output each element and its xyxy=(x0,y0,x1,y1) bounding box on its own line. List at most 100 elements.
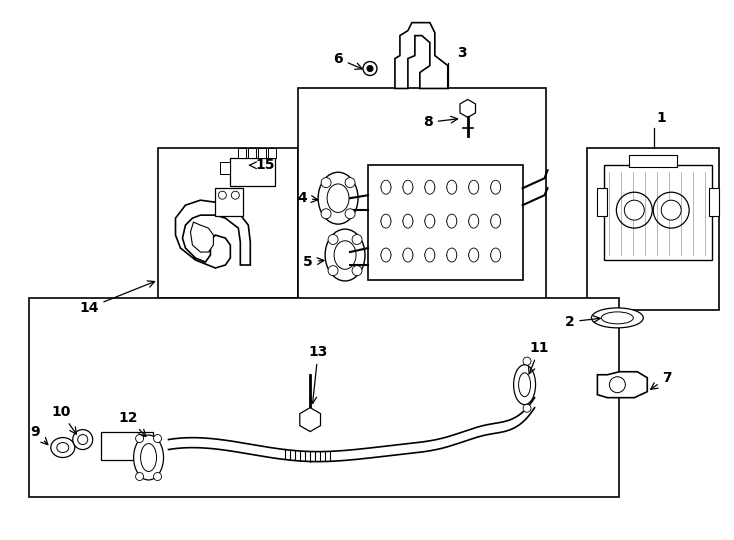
Text: 15: 15 xyxy=(250,158,275,172)
Ellipse shape xyxy=(381,214,391,228)
Circle shape xyxy=(425,216,435,226)
Bar xyxy=(158,148,298,298)
Circle shape xyxy=(523,357,531,365)
Ellipse shape xyxy=(469,248,479,262)
Circle shape xyxy=(491,216,501,226)
Text: 8: 8 xyxy=(423,116,457,130)
Bar xyxy=(709,188,719,216)
Text: 2: 2 xyxy=(564,315,600,329)
Ellipse shape xyxy=(447,180,457,194)
Text: 7: 7 xyxy=(651,371,672,389)
Circle shape xyxy=(345,178,355,187)
Circle shape xyxy=(153,435,161,442)
Ellipse shape xyxy=(403,248,413,262)
Circle shape xyxy=(231,191,239,199)
Bar xyxy=(597,188,607,216)
Circle shape xyxy=(491,182,501,192)
Circle shape xyxy=(491,250,501,260)
Circle shape xyxy=(153,472,161,481)
Bar xyxy=(101,431,153,460)
Polygon shape xyxy=(175,200,250,268)
Text: 9: 9 xyxy=(30,424,48,444)
Bar xyxy=(268,148,276,158)
Polygon shape xyxy=(299,408,321,431)
Text: 14: 14 xyxy=(79,281,155,315)
Text: 13: 13 xyxy=(308,345,328,403)
Text: 5: 5 xyxy=(303,255,324,269)
Polygon shape xyxy=(395,23,448,89)
Circle shape xyxy=(625,200,644,220)
Ellipse shape xyxy=(601,312,633,324)
Circle shape xyxy=(136,472,144,481)
Bar xyxy=(629,156,677,167)
Ellipse shape xyxy=(425,214,435,228)
Ellipse shape xyxy=(469,180,479,194)
Ellipse shape xyxy=(325,229,365,281)
Text: 12: 12 xyxy=(119,410,146,436)
Ellipse shape xyxy=(57,443,69,453)
Circle shape xyxy=(425,250,435,260)
Bar xyxy=(239,148,247,158)
Circle shape xyxy=(73,430,92,449)
Circle shape xyxy=(219,191,226,199)
Text: 10: 10 xyxy=(51,404,76,434)
Text: 11: 11 xyxy=(528,341,549,374)
Bar xyxy=(258,148,266,158)
Circle shape xyxy=(523,404,531,412)
Circle shape xyxy=(321,178,331,187)
Bar xyxy=(29,298,619,497)
Ellipse shape xyxy=(447,248,457,262)
Ellipse shape xyxy=(491,180,501,194)
Circle shape xyxy=(363,62,377,76)
Circle shape xyxy=(425,182,435,192)
Text: 3: 3 xyxy=(457,45,467,59)
Circle shape xyxy=(661,200,681,220)
Ellipse shape xyxy=(425,248,435,262)
Ellipse shape xyxy=(134,435,164,480)
Ellipse shape xyxy=(318,172,358,224)
Ellipse shape xyxy=(519,373,531,397)
Circle shape xyxy=(447,216,457,226)
Ellipse shape xyxy=(514,364,536,404)
Ellipse shape xyxy=(381,180,391,194)
Circle shape xyxy=(469,182,479,192)
Ellipse shape xyxy=(51,437,75,457)
Bar xyxy=(215,188,243,216)
Circle shape xyxy=(403,216,413,226)
Bar xyxy=(368,165,523,280)
Ellipse shape xyxy=(403,180,413,194)
Circle shape xyxy=(78,435,88,444)
Ellipse shape xyxy=(327,184,349,212)
Circle shape xyxy=(447,250,457,260)
Ellipse shape xyxy=(403,214,413,228)
Circle shape xyxy=(617,192,653,228)
Bar xyxy=(587,148,719,310)
Bar xyxy=(230,158,275,186)
Circle shape xyxy=(345,209,355,219)
Ellipse shape xyxy=(447,214,457,228)
Ellipse shape xyxy=(469,214,479,228)
Circle shape xyxy=(367,65,373,71)
Ellipse shape xyxy=(334,241,356,269)
Text: 6: 6 xyxy=(333,51,362,69)
Text: 4: 4 xyxy=(297,191,318,205)
Polygon shape xyxy=(460,99,476,117)
Bar xyxy=(298,89,545,308)
Circle shape xyxy=(609,377,625,393)
Circle shape xyxy=(447,182,457,192)
Circle shape xyxy=(403,182,413,192)
Circle shape xyxy=(352,234,362,245)
Bar xyxy=(248,148,256,158)
Circle shape xyxy=(469,250,479,260)
Circle shape xyxy=(381,182,391,192)
Ellipse shape xyxy=(592,308,643,328)
Circle shape xyxy=(352,266,362,275)
Bar xyxy=(220,163,230,174)
Ellipse shape xyxy=(425,180,435,194)
Circle shape xyxy=(328,234,338,245)
Ellipse shape xyxy=(491,214,501,228)
Circle shape xyxy=(403,250,413,260)
Ellipse shape xyxy=(381,248,391,262)
Polygon shape xyxy=(597,372,647,397)
Bar xyxy=(604,165,712,260)
